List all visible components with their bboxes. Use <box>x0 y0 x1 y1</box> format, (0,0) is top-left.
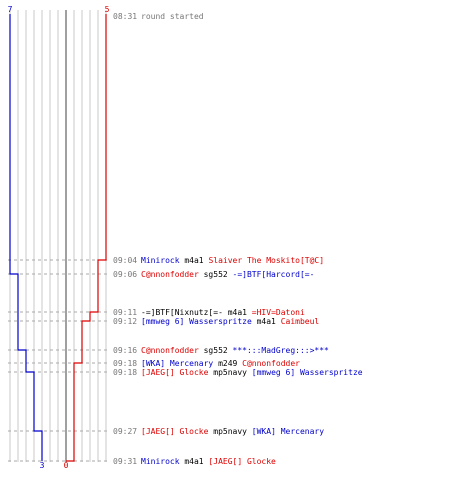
player-name: [mmweg 6] Wasserspritze <box>141 317 252 326</box>
weapon-name: mp5navy <box>208 368 251 377</box>
blue-team-start-count: 7 <box>8 5 13 14</box>
blue-team-alive-line <box>9 14 43 461</box>
player-name: Caimbeul <box>281 317 320 326</box>
event-time: 09:12 <box>113 317 137 326</box>
event-time: 08:31 <box>113 12 137 21</box>
weapon-name: m249 <box>213 359 242 368</box>
player-name: Minirock <box>141 457 180 466</box>
player-name: Minirock <box>141 256 180 265</box>
event-message: [JAEG[] Glocke mp5navy [WKA] Mercenary <box>141 427 324 436</box>
event-message: -=]BTF[Nixnutz[=- m4a1 =HIV=Datoni <box>141 308 305 317</box>
player-name: [JAEG[] Glocke <box>208 457 276 466</box>
event-guide-lines <box>8 259 110 462</box>
blue-team-end-count: 3 <box>40 461 45 470</box>
status-text: round started <box>141 12 204 21</box>
kill-log: 08:31 round started 09:04 Minirock m4a1 Sla… <box>113 12 363 466</box>
event-message: [WKA] Mercenary m249 C@nnonfodder <box>141 359 300 368</box>
player-name: [mmweg 6] Wasserspritze <box>252 368 363 377</box>
player-name: [WKA] Mercenary <box>141 359 213 368</box>
player-name: Slaiver The Moskito[T@C] <box>208 256 324 265</box>
event-time: 09:31 <box>113 457 137 466</box>
player-name: [WKA] Mercenary <box>252 427 324 436</box>
player-grid <box>9 10 107 462</box>
event-message: Minirock m4a1 Slaiver The Moskito[T@C] <box>141 256 324 265</box>
player-name: ***:::MadGreg:::>*** <box>233 346 330 355</box>
red-team-start-count: 5 <box>105 5 110 14</box>
weapon-name: m4a1 <box>252 317 281 326</box>
event-message: C@nnonfodder sg552 ***:::MadGreg:::>*** <box>141 346 329 355</box>
player-name: C@nnonfodder <box>141 346 199 355</box>
player-name: C@nnonfodder <box>141 270 199 279</box>
event-time: 09:18 <box>113 368 137 377</box>
player-name: [JAEG[] Glocke <box>141 368 209 377</box>
event-time: 09:11 <box>113 308 137 317</box>
weapon-name: sg552 <box>199 346 233 355</box>
weapon-name: -=]BTF[Nixnutz[=- <box>141 308 223 317</box>
player-name: C@nnonfodder <box>242 359 300 368</box>
player-name: -=]BTF[Harcord[=- <box>233 270 315 279</box>
event-time: 09:06 <box>113 270 137 279</box>
weapon-name: mp5navy <box>208 427 251 436</box>
red-team-alive-line <box>66 14 107 462</box>
player-name: [JAEG[] Glocke <box>141 427 209 436</box>
event-message: round started <box>141 12 204 21</box>
event-time: 09:27 <box>113 427 137 436</box>
weapon-name: sg552 <box>199 270 233 279</box>
event-message: Minirock m4a1 [JAEG[] Glocke <box>141 457 276 466</box>
event-time: 09:18 <box>113 359 137 368</box>
event-message: [JAEG[] Glocke mp5navy [mmweg 6] Wassers… <box>141 368 363 377</box>
weapon-name: m4a1 <box>223 308 252 317</box>
red-team-end-count: 0 <box>64 461 69 470</box>
weapon-name: m4a1 <box>180 457 209 466</box>
event-message: [mmweg 6] Wasserspritze m4a1 Caimbeul <box>141 317 319 326</box>
event-time: 09:04 <box>113 256 137 265</box>
event-time: 09:16 <box>113 346 137 355</box>
weapon-name: m4a1 <box>180 256 209 265</box>
player-name: =HIV=Datoni <box>252 308 305 317</box>
event-message: C@nnonfodder sg552 -=]BTF[Harcord[=- <box>141 270 314 279</box>
